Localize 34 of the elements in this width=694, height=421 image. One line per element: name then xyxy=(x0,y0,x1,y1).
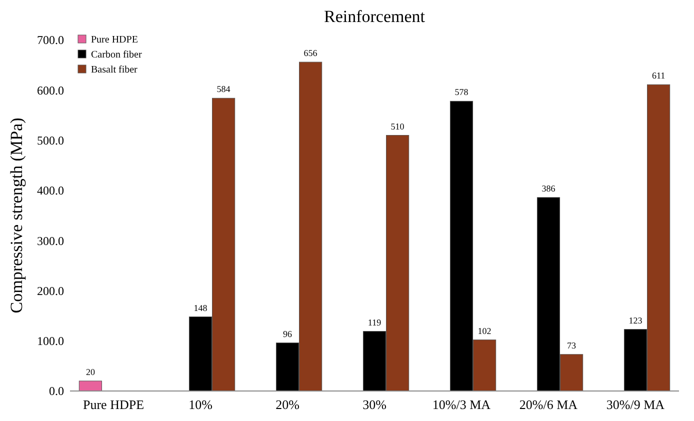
data-label: 148 xyxy=(194,302,208,313)
x-tick-label: 10% xyxy=(188,397,213,412)
legend-label: Pure HDPE xyxy=(91,34,138,46)
y-tick-label: 400.0 xyxy=(37,184,64,198)
y-tick-label: 300.0 xyxy=(37,234,64,248)
legend-label: Basalt fiber xyxy=(91,64,138,76)
y-tick-label: 200.0 xyxy=(37,284,64,298)
data-label: 611 xyxy=(652,70,666,81)
legend-label: Carbon fiber xyxy=(91,50,142,60)
x-tick-label: 20% xyxy=(276,397,300,412)
y-tick-label: 500.0 xyxy=(37,133,64,148)
x-tick-label: 30%/9 MA xyxy=(606,397,666,412)
data-label: 123 xyxy=(628,315,643,326)
data-label: 119 xyxy=(368,317,382,328)
data-label: 584 xyxy=(216,84,231,94)
x-tick-label: Pure HDPE xyxy=(82,397,144,412)
data-label: 102 xyxy=(478,326,492,336)
data-label: 578 xyxy=(454,87,469,98)
x-tick-label: 30% xyxy=(362,397,387,412)
bar xyxy=(78,380,102,392)
y-axis-title: Compressive strength (MPa) xyxy=(7,118,26,314)
data-label: 96 xyxy=(283,328,292,339)
chart-title: Reinforcement xyxy=(324,7,426,26)
y-tick-label: 700.0 xyxy=(37,33,64,48)
data-label: 73 xyxy=(567,340,577,350)
y-tick-label: 100.0 xyxy=(37,334,64,348)
x-tick-label: 10%/3 MA xyxy=(432,397,492,412)
y-tick-label: 600.0 xyxy=(37,83,64,98)
data-label: 386 xyxy=(542,183,556,194)
data-label: 20 xyxy=(86,366,96,377)
x-tick-label: 20%/6 MA xyxy=(519,397,578,412)
data-label: 656 xyxy=(304,48,318,58)
y-tick-label: 0.0 xyxy=(49,384,64,398)
data-label: 510 xyxy=(390,121,405,132)
